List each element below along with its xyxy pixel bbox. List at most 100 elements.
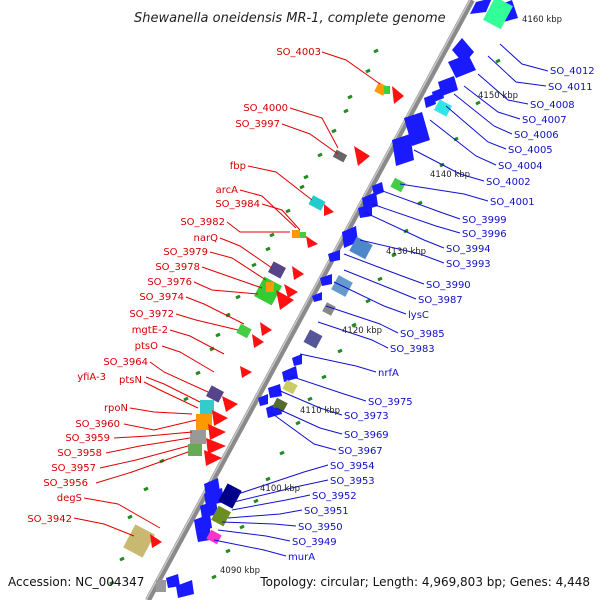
- feature-markers: [109, 48, 501, 586]
- gene-label-left[interactable]: SO_3974: [139, 292, 184, 303]
- gene-block: [320, 274, 332, 286]
- gene-block: [211, 505, 231, 527]
- gene-label-right[interactable]: SO_3987: [418, 295, 463, 306]
- gene-label-right[interactable]: nrfA: [378, 368, 399, 379]
- gene-label-right[interactable]: SO_4012: [550, 66, 595, 77]
- map-title: Shewanella oneidensis MR-1, complete gen…: [134, 11, 446, 26]
- gene-block: [292, 266, 304, 280]
- gene-block: [292, 354, 302, 366]
- gene-label-right[interactable]: SO_4006: [514, 130, 559, 141]
- gene-block: [206, 385, 224, 403]
- forward-strand-genes: [123, 82, 404, 592]
- gene-label-right[interactable]: SO_4008: [530, 100, 575, 111]
- gene-block: [470, 0, 492, 14]
- gene-label-left[interactable]: SO_3956: [43, 478, 88, 489]
- gene-label-right[interactable]: SO_3953: [330, 476, 375, 487]
- genome-summary-text: Topology: circular; Length: 4,969,803 bp…: [259, 575, 590, 589]
- gene-block: [204, 488, 224, 506]
- gene-block: [166, 574, 180, 588]
- gene-label-left[interactable]: mgtE-2: [132, 325, 168, 336]
- genome-backbone-highlight: [145, 0, 471, 600]
- gene-block: [384, 86, 390, 94]
- gene-label-right[interactable]: SO_3999: [462, 215, 507, 226]
- gene-label-left[interactable]: SO_3957: [51, 463, 96, 474]
- gene-block: [424, 94, 436, 108]
- gene-label-right[interactable]: SO_3983: [390, 344, 435, 355]
- gene-label-left[interactable]: SO_4000: [243, 103, 288, 114]
- tick-label: 4150 kbp: [478, 91, 518, 101]
- gene-label-right[interactable]: SO_3996: [462, 229, 507, 240]
- gene-label-right[interactable]: SO_4001: [490, 197, 535, 208]
- gene-label-right[interactable]: SO_3951: [304, 506, 349, 517]
- gene-block: [392, 134, 414, 166]
- gene-label-left[interactable]: arcA: [216, 185, 239, 196]
- gene-block: [300, 232, 306, 238]
- gene-label-right[interactable]: SO_4004: [498, 161, 543, 172]
- tick-label: 4110 kbp: [300, 406, 340, 416]
- gene-block: [328, 250, 340, 262]
- gene-label-right[interactable]: SO_4005: [508, 145, 553, 156]
- gene-label-right[interactable]: SO_3969: [344, 430, 389, 441]
- gene-label-right[interactable]: SO_3994: [446, 244, 491, 255]
- gene-label-right[interactable]: SO_3967: [338, 446, 383, 457]
- gene-label-right[interactable]: murA: [288, 552, 315, 563]
- gene-label-left[interactable]: SO_3964: [103, 357, 148, 368]
- gene-block: [212, 410, 228, 426]
- gene-label-left[interactable]: SO_4003: [276, 47, 321, 58]
- gene-block: [260, 322, 272, 336]
- gene-block: [206, 438, 226, 454]
- gene-label-left[interactable]: SO_3958: [57, 448, 102, 459]
- gene-block: [190, 430, 206, 444]
- gene-block: [268, 261, 286, 279]
- gene-label-right[interactable]: SO_3950: [298, 522, 343, 533]
- gene-label-right[interactable]: SO_4007: [522, 115, 567, 126]
- gene-block: [196, 414, 212, 430]
- gene-block: [194, 514, 212, 532]
- gene-label-left[interactable]: SO_3978: [155, 262, 200, 273]
- right-leader-lines: [213, 43, 549, 557]
- gene-label-right[interactable]: SO_4011: [548, 82, 593, 93]
- gene-label-right[interactable]: SO_3949: [292, 537, 337, 548]
- accession-text: Accession: NC_004347: [8, 575, 144, 589]
- gene-label-right[interactable]: SO_3975: [368, 397, 413, 408]
- gene-block: [218, 483, 242, 509]
- gene-label-right[interactable]: lysC: [408, 310, 429, 321]
- gene-label-right[interactable]: SO_3985: [400, 329, 445, 340]
- gene-label-left[interactable]: SO_3997: [235, 119, 280, 130]
- gene-label-left[interactable]: SO_3959: [65, 433, 110, 444]
- gene-label-left[interactable]: degS: [57, 493, 82, 504]
- gene-label-right[interactable]: SO_4002: [486, 177, 531, 188]
- gene-block: [312, 292, 322, 302]
- gene-block: [448, 54, 476, 78]
- gene-label-left[interactable]: rpoN: [104, 403, 128, 414]
- gene-label-left[interactable]: SO_3942: [27, 514, 72, 525]
- gene-label-left[interactable]: yfiA-3: [77, 372, 106, 383]
- gene-label-left[interactable]: ptsN: [119, 375, 142, 386]
- gene-block: [200, 500, 218, 518]
- gene-block: [392, 86, 404, 104]
- gene-block: [354, 146, 370, 166]
- gene-label-left[interactable]: narQ: [194, 233, 219, 244]
- genome-backbone: [145, 0, 475, 600]
- gene-block: [322, 302, 336, 316]
- gene-label-left[interactable]: fbp: [230, 161, 246, 172]
- gene-block: [362, 192, 378, 210]
- gene-label-right[interactable]: SO_3954: [330, 461, 375, 472]
- gene-label-left[interactable]: SO_3984: [215, 199, 260, 210]
- gene-block: [240, 366, 252, 378]
- gene-label-left[interactable]: SO_3972: [129, 309, 174, 320]
- gene-label-right[interactable]: SO_3952: [312, 491, 357, 502]
- gene-label-left[interactable]: SO_3960: [75, 419, 120, 430]
- gene-block: [282, 366, 298, 382]
- gene-block: [308, 195, 326, 211]
- gene-label-left[interactable]: SO_3976: [147, 277, 192, 288]
- gene-label-right[interactable]: SO_3973: [344, 411, 389, 422]
- gene-label-left[interactable]: SO_3982: [180, 217, 225, 228]
- gene-label-right[interactable]: SO_3993: [446, 259, 491, 270]
- gene-block: [282, 379, 298, 395]
- gene-label-left[interactable]: ptsO: [135, 341, 158, 352]
- gene-block: [258, 394, 268, 406]
- gene-label-left[interactable]: SO_3979: [163, 247, 208, 258]
- gene-label-right[interactable]: SO_3990: [426, 280, 471, 291]
